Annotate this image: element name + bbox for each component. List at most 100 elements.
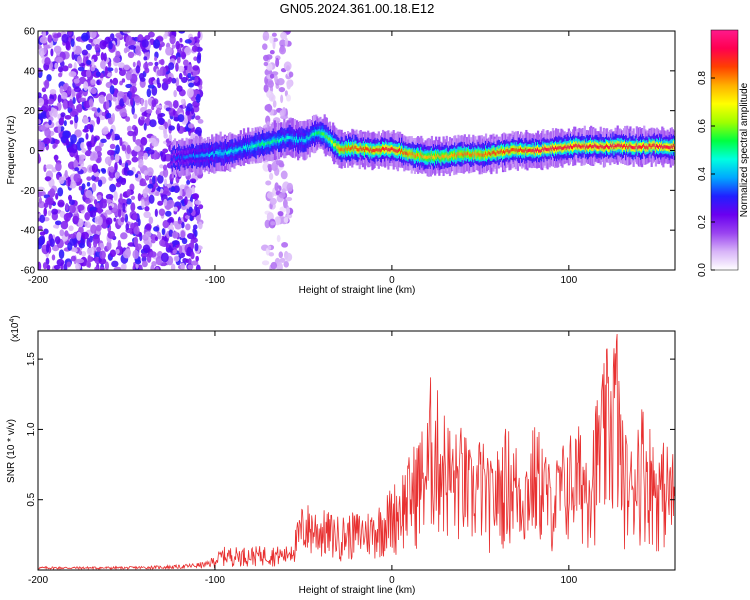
heatmap-cell (47, 34, 53, 43)
heatmap-cell (96, 116, 101, 125)
heatmap-cell (138, 264, 143, 270)
heatmap-cell (98, 114, 106, 121)
heatmap-cell (58, 249, 65, 260)
heatmap-cell (133, 113, 138, 119)
heatmap-cell (39, 36, 48, 44)
heatmap-cell (65, 203, 69, 211)
heatmap-cell (111, 260, 119, 268)
heatmap-cell (169, 35, 176, 45)
heatmap-cell (101, 111, 106, 116)
heatmap-cell (184, 196, 188, 206)
heatmap-cell (133, 236, 139, 246)
heatmap-cell (169, 222, 174, 231)
heatmap-cell (177, 65, 185, 73)
heatmap-cell (105, 93, 113, 103)
heatmap-cell (166, 199, 175, 209)
heatmap-cell (64, 170, 68, 178)
heatmap-cell (143, 152, 149, 160)
heatmap-cell (195, 93, 201, 104)
heatmap-cell (286, 94, 291, 102)
heatmap-cell (144, 34, 151, 41)
heatmap-cell (48, 119, 52, 126)
heatmap-cell (94, 266, 100, 270)
heatmap-cell (146, 88, 152, 98)
colorbar-tick-label: 0.2 (697, 215, 708, 229)
heatmap-cell (43, 44, 47, 55)
heatmap-cell (78, 185, 83, 191)
heatmap-cell (49, 238, 55, 248)
heatmap-cell (38, 119, 42, 125)
heatmap-cell (153, 226, 160, 232)
heatmap-cell (106, 149, 115, 156)
heatmap-cell (105, 112, 112, 119)
heatmap-cell (284, 252, 293, 262)
heatmap-cell (55, 193, 59, 200)
heatmap-cell (187, 258, 192, 265)
colorbar-label: Normalized spectral amplitude (739, 82, 750, 217)
heatmap-cell (195, 264, 201, 270)
heatmap-cell (284, 37, 288, 47)
heatmap-cell (69, 120, 74, 125)
heatmap-cell (191, 260, 199, 266)
snr-frame (37, 330, 676, 571)
heatmap-cell (84, 221, 88, 227)
heatmap-cell (278, 251, 284, 259)
heatmap-cell (190, 96, 197, 102)
heatmap-cell (278, 192, 286, 198)
heatmap-cell (154, 236, 158, 242)
heatmap-cell (181, 205, 187, 211)
heatmap-cell (157, 200, 164, 206)
heatmap-cell (151, 85, 158, 96)
heatmap-cell (76, 105, 80, 112)
x-tick-label: 0 (389, 275, 395, 286)
heatmap-cell (191, 186, 196, 194)
heatmap-cell (143, 56, 148, 61)
heatmap-cell (137, 193, 142, 202)
heatmap-cell (269, 197, 277, 205)
heatmap-cell (90, 87, 97, 95)
heatmap-cell (158, 208, 166, 216)
heatmap-cell (123, 94, 127, 103)
heatmap-cell (53, 45, 62, 54)
heatmap-cell (141, 260, 148, 268)
heatmap-cell (133, 145, 141, 152)
heatmap-cell (106, 240, 112, 251)
colorbar-tick-label: 0.4 (697, 167, 708, 181)
heatmap-cell (114, 135, 121, 141)
heatmap-cell (81, 231, 89, 240)
heatmap-cell (104, 156, 112, 165)
heatmap-cell (197, 31, 201, 39)
heatmap-cell (108, 41, 113, 50)
heatmap-cell (265, 180, 272, 186)
heatmap-cell (186, 87, 194, 98)
heatmap-cell (82, 128, 89, 133)
heatmap-cell (268, 252, 275, 257)
heatmap-cell (114, 171, 121, 178)
heatmap-cell (72, 215, 79, 225)
heatmap-cell (49, 89, 57, 95)
heatmap-y-axis: -60 -40 -20 0 20 40 60 (21, 27, 675, 277)
heatmap-cell (190, 240, 195, 249)
heatmap-cell (109, 166, 115, 173)
snr-series-line (38, 333, 675, 570)
heatmap-cell (276, 234, 281, 243)
heatmap-cell (56, 258, 65, 267)
heatmap-cell (261, 260, 270, 266)
heatmap-cell (177, 195, 183, 200)
heatmap-cell (84, 198, 91, 204)
heatmap-cell (276, 77, 285, 86)
heatmap-cell (280, 170, 288, 180)
heatmap-cell (193, 81, 201, 87)
heatmap-cell (91, 134, 95, 144)
heatmap-cell (195, 255, 199, 262)
heatmap-cell (133, 226, 140, 235)
heatmap-cell (283, 217, 289, 223)
colorbar-tick-label: 0.0 (697, 263, 708, 277)
heatmap-cell (80, 250, 87, 257)
heatmap-cell (128, 44, 137, 50)
colorbar-tick-label: 0.8 (697, 71, 708, 85)
heatmap-cell (52, 224, 60, 229)
heatmap-cell (151, 99, 157, 108)
heatmap-cell (126, 170, 134, 176)
heatmap-cell (79, 242, 86, 249)
